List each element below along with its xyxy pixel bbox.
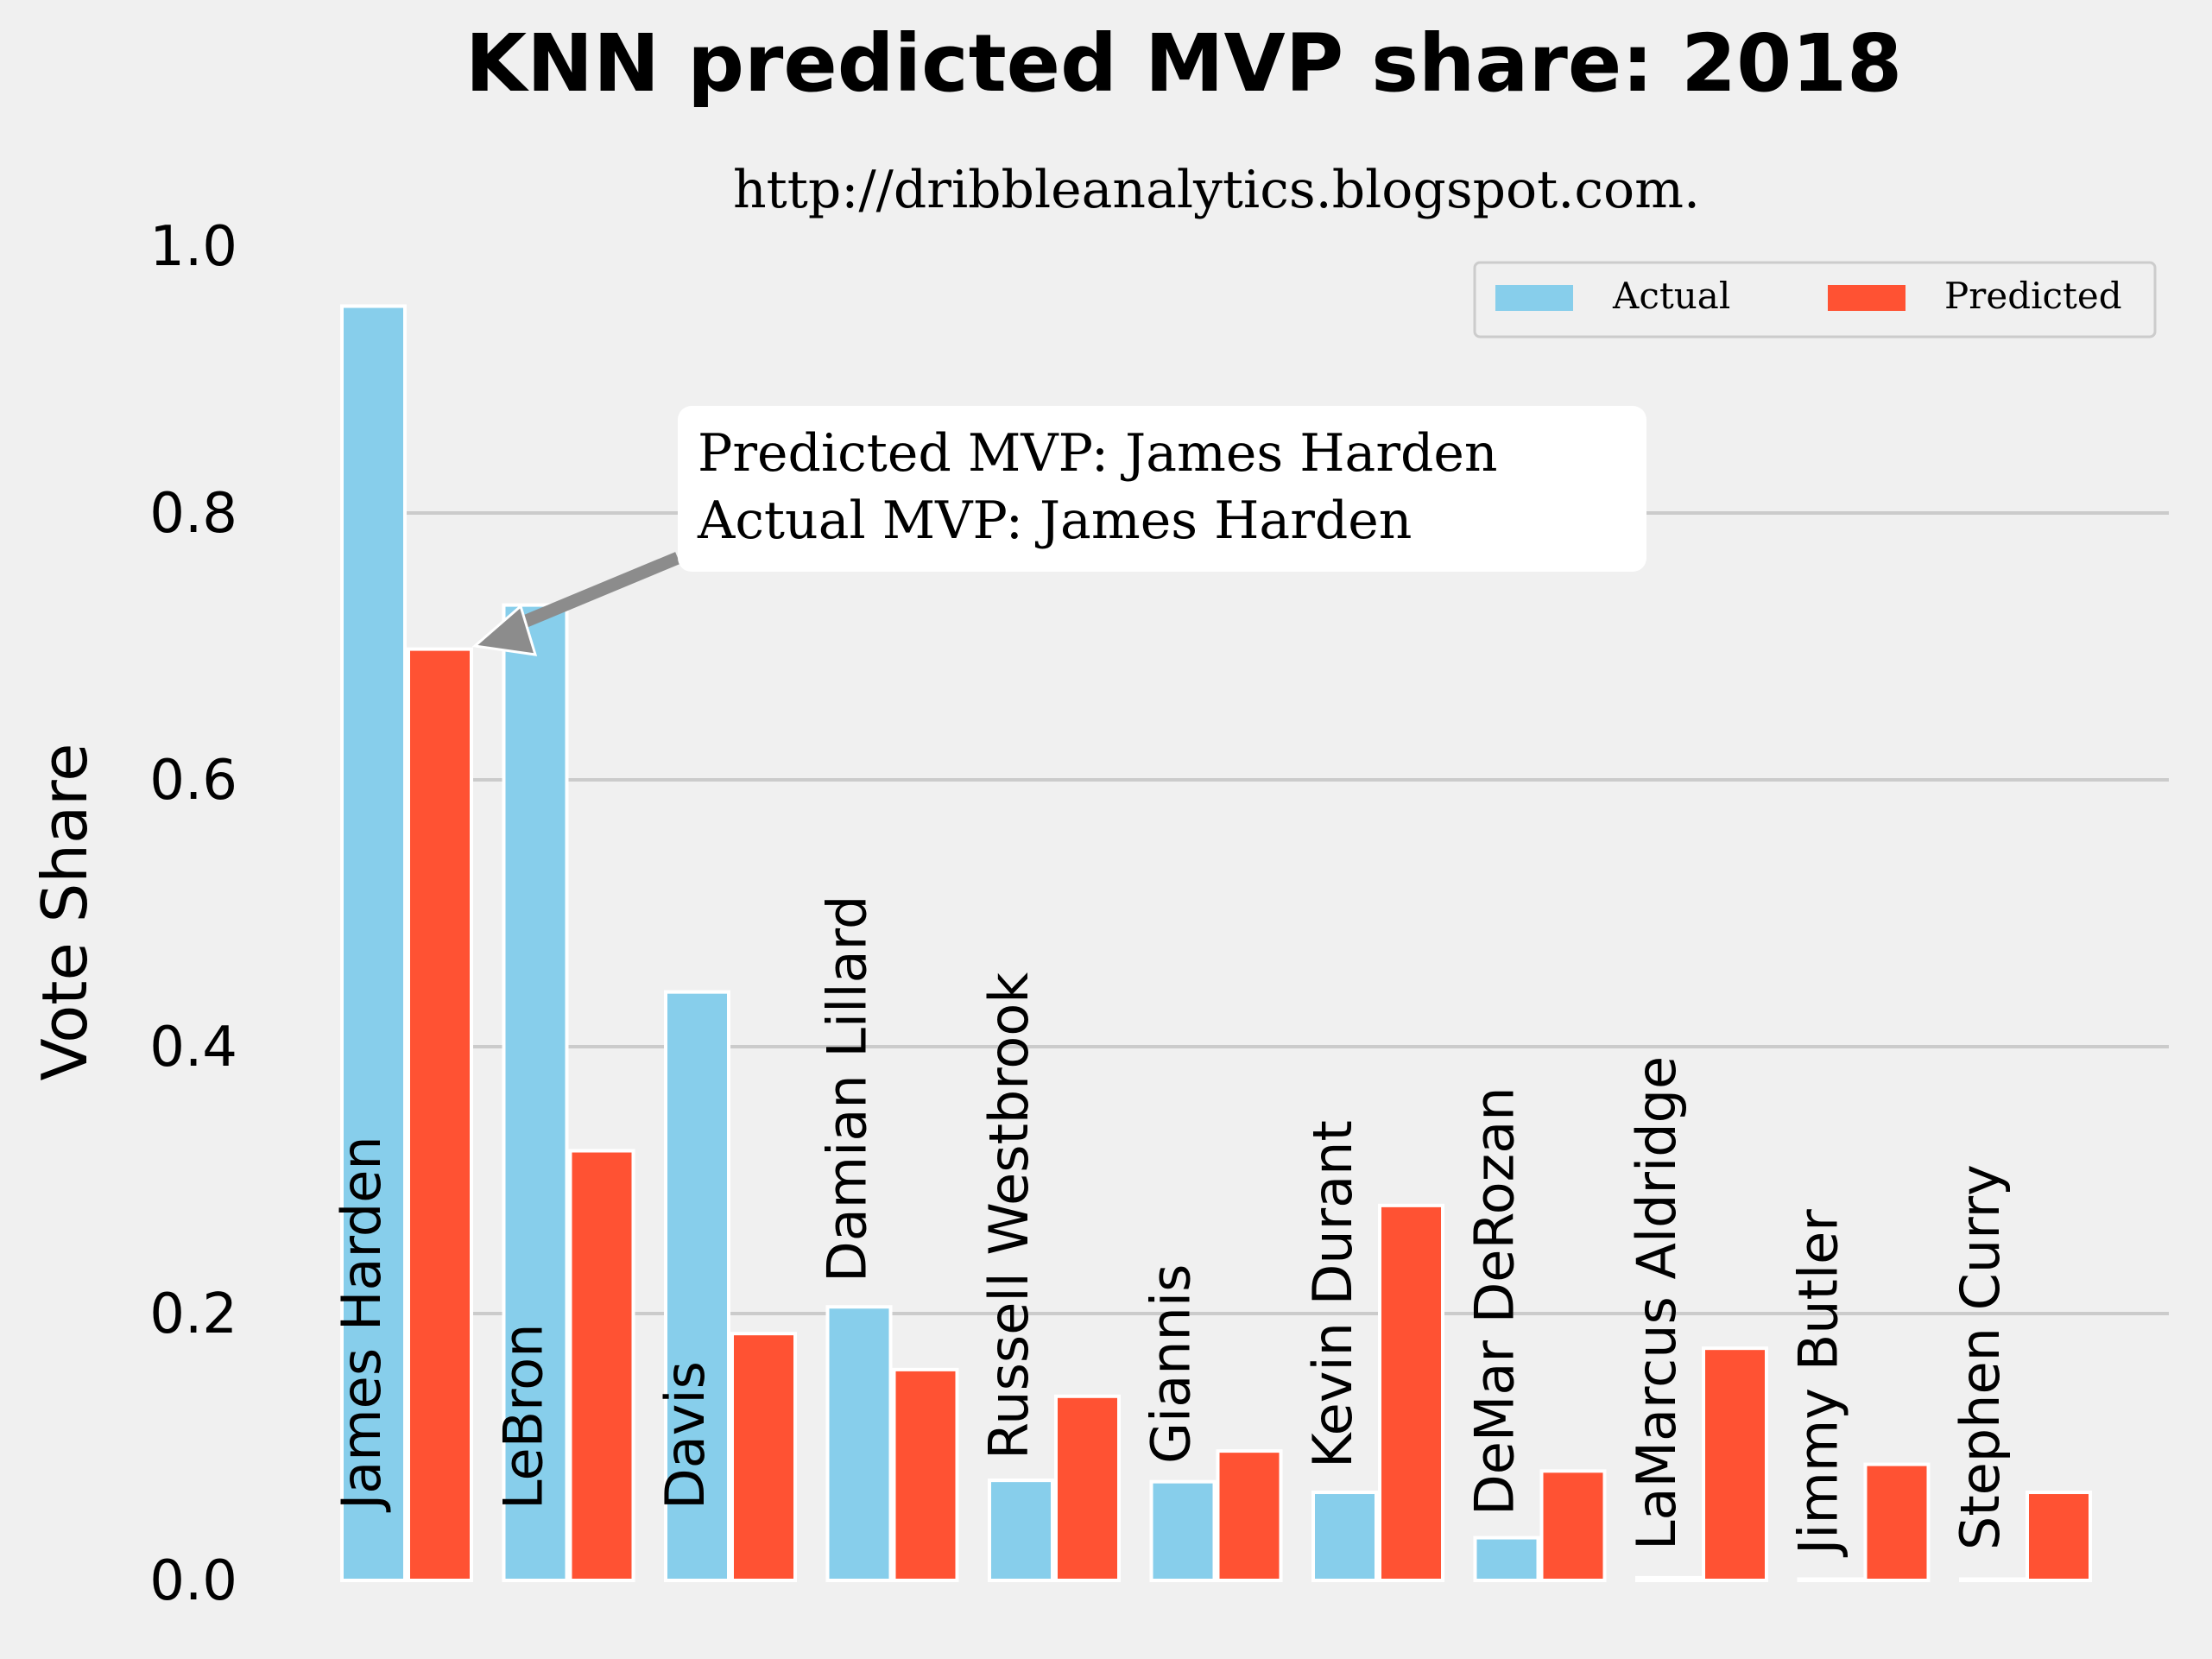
category-label: Kevin Durant (1301, 1120, 1364, 1468)
y-tick-label: 0.0 (149, 1549, 237, 1613)
y-tick-label: 0.2 (149, 1282, 237, 1346)
annotation-arrow-shaft (511, 552, 680, 632)
bar-actual (340, 304, 407, 1582)
category-label: Russell Westbrook (977, 972, 1040, 1460)
bar-actual (1635, 1575, 1702, 1583)
bar-actual (1797, 1577, 1864, 1582)
y-tick-label: 0.8 (149, 482, 237, 546)
legend: Actual Predicted (1473, 261, 2157, 339)
bar-actual (664, 990, 730, 1582)
annotation-arrow-head (471, 604, 538, 656)
legend-swatch-actual (1495, 285, 1573, 311)
category-label: Damian Lillard (816, 896, 879, 1282)
annotation: Predicted MVP: James Harden Actual MVP: J… (471, 406, 1646, 656)
category-label: Davis (654, 1361, 717, 1510)
bar-predicted (1216, 1449, 1283, 1583)
y-tick-label: 0.6 (149, 749, 237, 813)
bar-predicted (1863, 1462, 1931, 1582)
bar-actual (1311, 1491, 1378, 1583)
bar-actual (1149, 1479, 1217, 1583)
bar-actual (1473, 1536, 1540, 1583)
y-tick-labels: 0.0 0.2 0.4 0.6 0.8 1.0 (149, 215, 237, 1613)
y-tick-label: 0.4 (149, 1016, 237, 1080)
bar-predicted (730, 1332, 797, 1583)
bar-predicted (1378, 1203, 1444, 1582)
category-label: Jimmy Butler (1787, 1209, 1850, 1558)
y-tick-label: 1.0 (149, 215, 237, 279)
bar-actual (1959, 1577, 2026, 1582)
annotation-line-1: Predicted MVP: James Harden (698, 423, 1498, 484)
bar-predicted (1702, 1346, 1768, 1583)
bar-actual (502, 603, 569, 1582)
y-axis-label: Vote Share (28, 744, 101, 1081)
category-label: DeMar DeRozan (1463, 1086, 1526, 1516)
category-label: Stephen Curry (1949, 1164, 2012, 1550)
bar-predicted (2026, 1491, 2092, 1583)
annotation-box (678, 406, 1646, 572)
bars (340, 304, 2092, 1583)
legend-swatch-predicted (1828, 285, 1905, 311)
legend-box (1473, 261, 2157, 339)
bar-predicted (1539, 1469, 1607, 1583)
category-label: Giannis (1140, 1264, 1203, 1464)
legend-label-predicted: Predicted (1944, 275, 2122, 317)
legend-label-actual: Actual (1612, 275, 1730, 317)
bar-actual (988, 1479, 1054, 1582)
bar-predicted (407, 647, 473, 1583)
category-label: James Harden (330, 1136, 393, 1513)
annotation-line-2: Actual MVP: James Harden (697, 491, 1412, 551)
bar-predicted (1054, 1394, 1121, 1583)
category-labels: James Harden LeBron Davis Damian Lillard Rus… (330, 896, 2012, 1558)
chart-subtitle: http://dribbleanalytics.blogspot.com. (733, 160, 1700, 220)
chart-title: KNN predicted MVP share: 2018 (465, 17, 1902, 110)
bar-predicted (568, 1149, 635, 1582)
bar-predicted (892, 1367, 959, 1583)
bar-actual (825, 1305, 893, 1583)
category-label: LaMarcus Aldridge (1625, 1056, 1688, 1550)
category-label: LeBron (492, 1324, 555, 1510)
